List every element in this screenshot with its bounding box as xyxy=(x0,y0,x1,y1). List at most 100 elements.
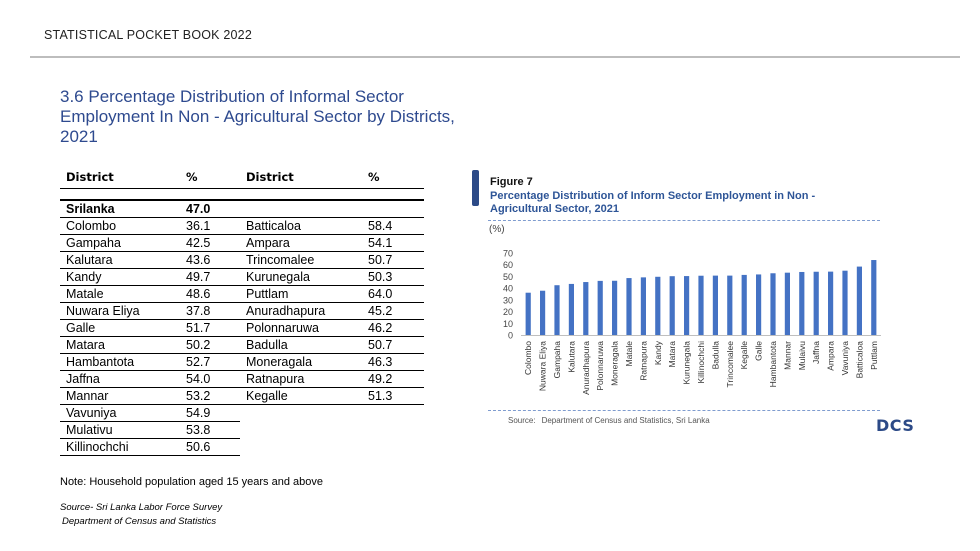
bar xyxy=(525,292,531,335)
district-name-2 xyxy=(240,405,362,422)
district-percent-2: 46.2 xyxy=(362,319,424,337)
header-divider xyxy=(30,56,960,58)
table-row: Killinochchi 50.6 xyxy=(60,438,424,456)
table-note: Note: Household population aged 15 years… xyxy=(60,476,323,488)
y-tick-label: 70 xyxy=(503,249,513,259)
district-percent: 51.7 xyxy=(180,319,240,337)
district-name: Gampaha xyxy=(60,234,180,252)
x-tick-label: Hambantota xyxy=(768,341,778,388)
district-percent: 42.5 xyxy=(180,234,240,252)
x-tick-label: Jaffna xyxy=(811,341,821,364)
x-tick-label: Kandy xyxy=(653,340,663,365)
district-percent-2: 50.7 xyxy=(362,251,424,269)
figure-bottom-divider xyxy=(488,410,880,411)
bar xyxy=(655,276,661,335)
bar xyxy=(770,273,776,335)
figure-accent-bar xyxy=(472,170,479,206)
table-row: Mannar 53.2 Kegalle 51.3 xyxy=(60,387,424,405)
x-tick-label: Trincomalee xyxy=(725,341,735,388)
x-tick-label: Matara xyxy=(667,341,677,368)
bar xyxy=(712,275,718,335)
table-row: Colombo 36.1 Batticaloa 58.4 xyxy=(60,217,424,235)
x-tick-label: Ratnapura xyxy=(638,341,648,381)
x-tick-label: Killinochchi xyxy=(696,341,706,384)
district-name: Hambantota xyxy=(60,353,180,371)
district-name: Mannar xyxy=(60,387,180,405)
x-tick-label: Puttlam xyxy=(869,341,879,370)
district-name-2 xyxy=(240,439,362,456)
chart-source-prefix: Source: xyxy=(508,416,536,425)
bar xyxy=(842,270,848,335)
x-tick-label: Colombo xyxy=(523,341,533,375)
district-percent-2: 45.2 xyxy=(362,302,424,320)
district-percent: 53.2 xyxy=(180,387,240,405)
x-tick-label: Nuwara Eliya xyxy=(538,341,548,391)
x-tick-label: Badulla xyxy=(710,341,720,370)
x-tick-label: Galle xyxy=(754,341,764,361)
bar xyxy=(828,271,834,335)
table-row: Matale 48.6 Puttlam 64.0 xyxy=(60,285,424,303)
district-percent-2: 64.0 xyxy=(362,285,424,303)
district-percent: 54.9 xyxy=(180,404,240,422)
district-name: Kandy xyxy=(60,268,180,286)
x-tick-label: Ampara xyxy=(826,341,836,371)
district-percent: 48.6 xyxy=(180,285,240,303)
bar xyxy=(871,260,877,335)
bar xyxy=(583,282,589,335)
bar xyxy=(597,280,603,335)
y-tick-label: 10 xyxy=(503,319,513,329)
district-percent: 36.1 xyxy=(180,217,240,235)
x-tick-label: Moneragala xyxy=(610,341,620,386)
district-percent-2: 54.1 xyxy=(362,234,424,252)
bar xyxy=(568,283,574,335)
x-tick-label: Batticaloa xyxy=(854,341,864,379)
y-tick-label: 0 xyxy=(508,331,513,341)
table-row: Kalutara 43.6 Trincomalee 50.7 xyxy=(60,251,424,269)
x-tick-label: Gampaha xyxy=(552,341,562,379)
table-row: Mulativu 53.8 xyxy=(60,421,424,439)
x-tick-label: Matale xyxy=(624,341,634,367)
y-tick-label: 30 xyxy=(503,295,513,305)
y-tick-label: 40 xyxy=(503,284,513,294)
district-name-2: Ratnapura xyxy=(240,370,362,388)
x-tick-label: Anuradhapura xyxy=(581,341,591,395)
bar xyxy=(698,275,704,335)
district-name-2: Moneragala xyxy=(240,353,362,371)
national-label: Srilanka xyxy=(60,200,180,218)
y-tick-label: 60 xyxy=(503,260,513,270)
table-gap-row xyxy=(60,188,424,201)
dcs-logo: DCS xyxy=(876,416,915,435)
table-row: Kandy 49.7 Kurunegala 50.3 xyxy=(60,268,424,286)
col-header-percent-2: % xyxy=(362,166,424,189)
national-row: Srilanka 47.0 xyxy=(60,200,424,218)
district-percent-2: 46.3 xyxy=(362,353,424,371)
bar xyxy=(799,271,805,335)
y-tick-label: 50 xyxy=(503,272,513,282)
bar xyxy=(626,278,632,335)
bar xyxy=(813,271,819,335)
table-row: Hambantota 52.7 Moneragala 46.3 xyxy=(60,353,424,371)
table-row: Matara 50.2 Badulla 50.7 xyxy=(60,336,424,354)
district-percent-2 xyxy=(362,439,424,456)
chart-source: Source: Department of Census and Statisti… xyxy=(508,416,710,425)
bar xyxy=(756,274,762,335)
national-value: 47.0 xyxy=(180,200,240,218)
table-row: Galle 51.7 Polonnaruwa 46.2 xyxy=(60,319,424,337)
district-percent-2: 58.4 xyxy=(362,217,424,235)
district-name: Mulativu xyxy=(60,421,180,439)
x-tick-label: Mannar xyxy=(782,341,792,370)
district-name-2: Anuradhapura xyxy=(240,302,362,320)
x-tick-label: Kalutara xyxy=(566,341,576,373)
col-header-percent: % xyxy=(180,166,240,189)
x-tick-label: Polonnaruwa xyxy=(595,341,605,391)
page-title: 3.6 Percentage Distribution of Informal … xyxy=(60,87,455,146)
district-name-2 xyxy=(240,422,362,439)
table-header-row: District % District % xyxy=(60,166,424,189)
district-percent: 43.6 xyxy=(180,251,240,269)
figure-top-divider xyxy=(488,220,880,221)
district-name: Colombo xyxy=(60,217,180,235)
district-name: Galle xyxy=(60,319,180,337)
table-row: Vavuniya 54.9 xyxy=(60,404,424,422)
x-tick-label: Kegalle xyxy=(739,341,749,370)
district-name-2: Trincomalee xyxy=(240,251,362,269)
